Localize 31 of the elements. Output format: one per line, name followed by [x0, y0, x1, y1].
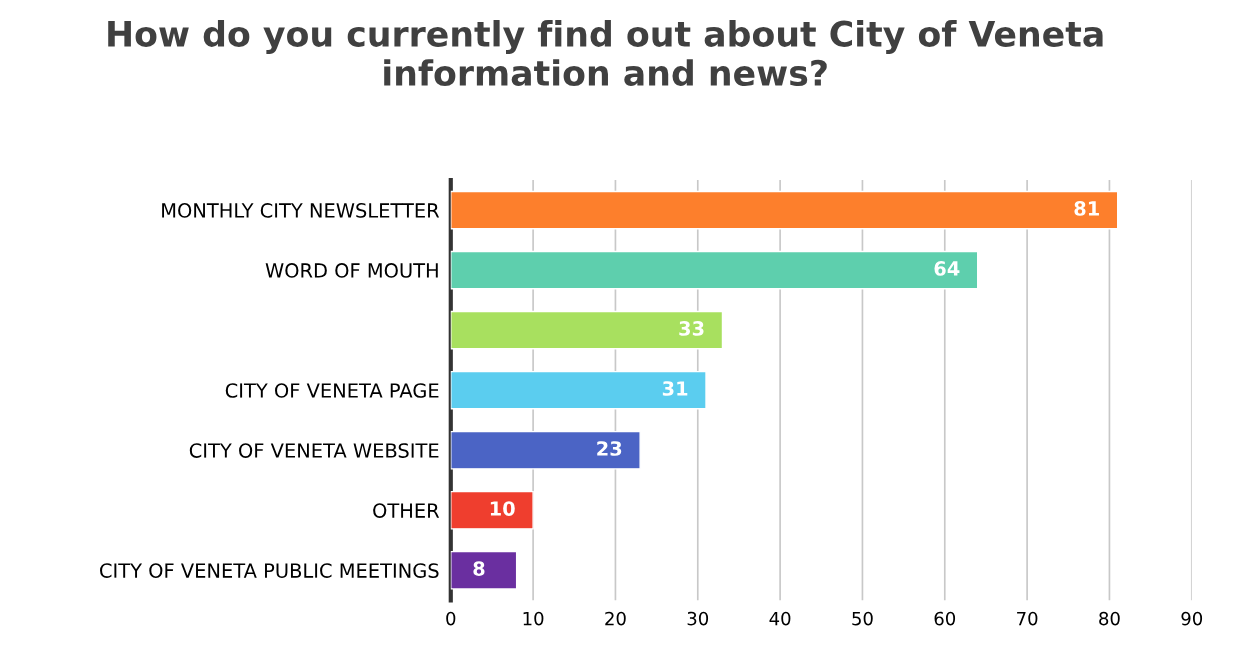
y-tick-label: CITY OF VENETA WEBSITE	[189, 443, 439, 458]
data-label: 81	[1074, 201, 1099, 216]
bar	[450, 310, 724, 350]
x-tick-label: 30	[687, 611, 709, 626]
bar	[450, 370, 707, 410]
bar	[450, 550, 518, 590]
data-label: 8	[473, 561, 485, 576]
data-label: 64	[934, 261, 960, 276]
x-tick-label: 80	[1099, 611, 1120, 626]
bar	[450, 430, 641, 470]
bar	[450, 490, 534, 530]
x-tick-label: 70	[1017, 611, 1038, 626]
data-label: 10	[490, 501, 515, 516]
data-label: 23	[597, 441, 622, 456]
bar	[450, 190, 1119, 230]
x-tick-label: 20	[605, 611, 626, 626]
x-tick-label: 0	[446, 611, 456, 626]
y-tick-label: CITY OF VENETA PUBLIC MEETINGS	[100, 563, 439, 578]
x-tick-label: 60	[934, 611, 956, 626]
x-tick-label: 50	[852, 611, 873, 626]
data-label: 33	[679, 321, 704, 336]
y-tick-label: WORD OF MOUTH	[265, 263, 438, 278]
x-tick-label: 10	[523, 611, 544, 626]
y-tick-label: CITY OF VENETA PAGE	[225, 383, 439, 398]
bar	[450, 250, 979, 290]
y-tick-label: MONTHLY CITY NEWSLETTER	[162, 203, 440, 218]
x-tick-label: 40	[769, 611, 791, 626]
x-tick-label: 90	[1181, 611, 1203, 626]
y-tick-label: OTHER	[373, 503, 440, 518]
data-label: 31	[662, 381, 688, 396]
chart-title: How do you currently find out about City of Veneta information and news?	[108, 20, 1103, 87]
